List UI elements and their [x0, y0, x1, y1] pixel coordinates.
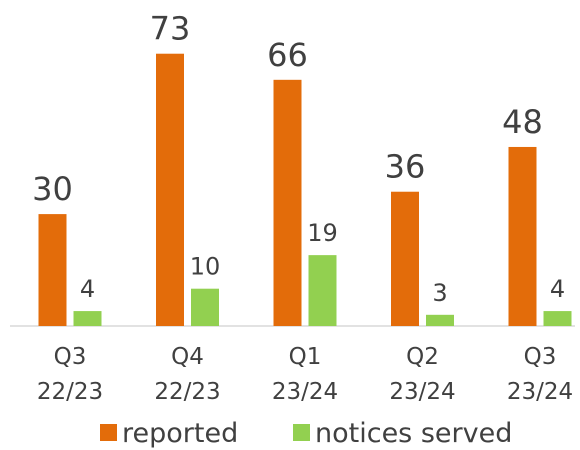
- x-tick-label: Q1 23/24: [272, 344, 338, 405]
- value-label: 48: [502, 103, 543, 141]
- legend-label: notices served: [315, 418, 512, 449]
- bar: [543, 311, 572, 326]
- bar: [156, 53, 184, 327]
- x-tick-label-line: Q2: [406, 344, 439, 370]
- bar: [191, 288, 219, 326]
- x-tick-label-line: 22/23: [37, 379, 103, 405]
- x-tick-label-line: 23/24: [507, 379, 573, 405]
- x-tick-label-line: 23/24: [272, 379, 338, 405]
- value-label: 73: [150, 10, 191, 48]
- x-tick-label-line: Q4: [171, 344, 204, 370]
- value-label: 36: [385, 148, 426, 186]
- value-label: 10: [190, 253, 221, 281]
- x-tick-label: Q3 23/24: [507, 344, 573, 405]
- bar: [508, 146, 537, 326]
- x-tick-label-line: 22/23: [154, 379, 220, 405]
- x-tick-label-line: 23/24: [389, 379, 455, 405]
- value-label: 4: [80, 275, 95, 303]
- bar: [273, 79, 302, 326]
- bar: [308, 255, 337, 326]
- legend-label: reported: [122, 418, 238, 449]
- bar: [73, 311, 102, 326]
- x-tick-label-line: Q3: [524, 344, 557, 370]
- x-tick-label-line: Q1: [289, 344, 322, 370]
- value-label: 30: [32, 170, 73, 208]
- x-tick-label: Q2 23/24: [389, 344, 455, 405]
- bar: [38, 214, 67, 326]
- value-label: 4: [550, 275, 565, 303]
- x-tick-label: Q3 22/23: [37, 344, 103, 405]
- legend-swatch: [100, 424, 117, 441]
- value-label: 3: [432, 279, 447, 307]
- bar: [391, 191, 419, 326]
- x-tick-label: Q4 22/23: [154, 344, 220, 405]
- x-tick-label-line: Q3: [54, 344, 87, 370]
- legend-swatch: [293, 424, 310, 441]
- value-label: 19: [307, 219, 338, 247]
- bar: [426, 314, 454, 326]
- value-label: 66: [267, 36, 308, 74]
